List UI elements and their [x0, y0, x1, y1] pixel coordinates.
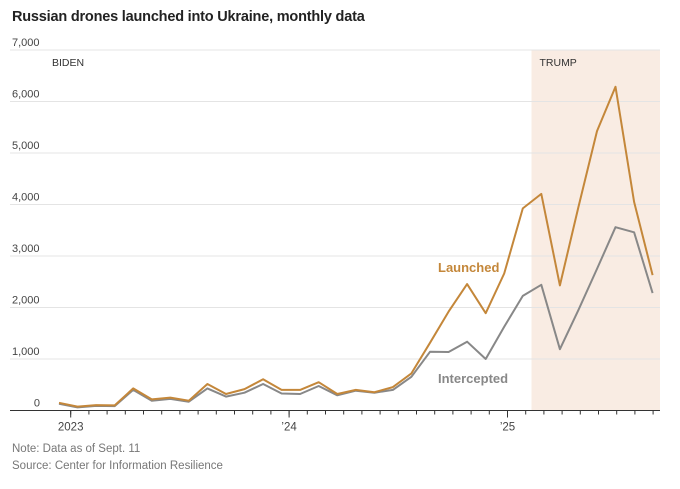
chart-title: Russian drones launched into Ukraine, mo… — [12, 9, 365, 25]
y-tick-label: 2,000 — [12, 295, 40, 307]
x-tick-label: 2023 — [58, 422, 84, 434]
y-tick-label: 4,000 — [12, 192, 40, 204]
y-tick-label: 1,000 — [12, 346, 40, 358]
trump-period-band — [531, 50, 660, 411]
period-label-trump: TRUMP — [539, 57, 576, 69]
series-label-intercepted: Intercepted — [438, 371, 508, 386]
y-tick-label: 5,000 — [12, 140, 40, 152]
y-tick-label: 6,000 — [12, 89, 40, 101]
period-label-biden: BIDEN — [52, 57, 84, 69]
x-tick-label: ’25 — [500, 422, 515, 434]
y-tick-label: 7,000 — [12, 37, 40, 49]
series-label-launched: Launched — [438, 260, 499, 275]
x-tick-label: ’24 — [281, 422, 297, 434]
y-tick-label: 3,000 — [12, 243, 40, 255]
chart-note: Note: Data as of Sept. 11 — [12, 443, 141, 455]
chart-source: Source: Center for Information Resilienc… — [12, 460, 223, 472]
y-tick-label: 0 — [34, 398, 40, 410]
